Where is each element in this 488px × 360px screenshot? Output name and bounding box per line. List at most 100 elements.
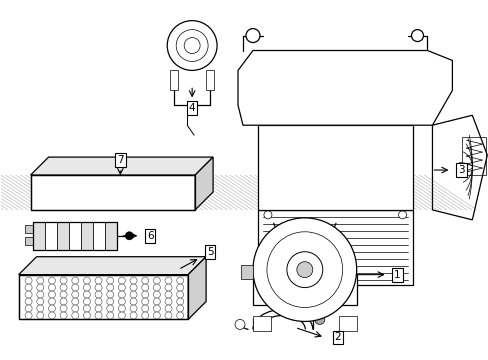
Circle shape	[153, 305, 160, 312]
Polygon shape	[19, 257, 205, 275]
Circle shape	[48, 291, 55, 298]
Circle shape	[48, 312, 55, 319]
Bar	[24, 225, 33, 233]
Circle shape	[118, 305, 125, 312]
Circle shape	[397, 66, 407, 75]
Circle shape	[25, 305, 32, 312]
Circle shape	[60, 291, 67, 298]
Circle shape	[83, 277, 90, 284]
Circle shape	[153, 312, 160, 319]
Circle shape	[95, 312, 102, 319]
Circle shape	[118, 284, 125, 291]
Circle shape	[130, 284, 137, 291]
Circle shape	[167, 21, 217, 71]
Circle shape	[72, 305, 79, 312]
Circle shape	[48, 277, 55, 284]
Circle shape	[176, 305, 183, 312]
Bar	[258, 210, 412, 285]
Bar	[19, 275, 188, 319]
Circle shape	[60, 298, 67, 305]
Circle shape	[142, 298, 148, 305]
Circle shape	[142, 312, 148, 319]
Circle shape	[60, 305, 67, 312]
Circle shape	[95, 291, 102, 298]
Bar	[462, 137, 486, 175]
Circle shape	[37, 312, 43, 319]
Circle shape	[37, 277, 43, 284]
Circle shape	[130, 312, 137, 319]
Circle shape	[106, 298, 114, 305]
Polygon shape	[431, 115, 487, 220]
Circle shape	[142, 277, 148, 284]
Bar	[105, 222, 117, 250]
Text: 4: 4	[188, 103, 195, 113]
Circle shape	[176, 291, 183, 298]
Circle shape	[130, 305, 137, 312]
Text: 7: 7	[117, 155, 123, 165]
Circle shape	[72, 284, 79, 291]
Bar	[19, 275, 188, 319]
Circle shape	[83, 305, 90, 312]
Circle shape	[95, 277, 102, 284]
Circle shape	[72, 277, 79, 284]
Circle shape	[118, 298, 125, 305]
Circle shape	[83, 312, 90, 319]
Text: 2: 2	[334, 332, 340, 342]
Circle shape	[25, 298, 32, 305]
Circle shape	[83, 298, 90, 305]
Circle shape	[37, 291, 43, 298]
Circle shape	[25, 291, 32, 298]
Circle shape	[176, 298, 183, 305]
Text: 1: 1	[393, 270, 400, 280]
Bar	[31, 175, 195, 210]
Circle shape	[118, 312, 125, 319]
Circle shape	[164, 298, 172, 305]
Bar	[31, 175, 195, 210]
Circle shape	[153, 298, 160, 305]
Text: 5: 5	[206, 247, 213, 257]
Circle shape	[286, 252, 322, 288]
Bar	[205, 71, 214, 90]
Circle shape	[164, 291, 172, 298]
Bar	[44, 222, 57, 250]
Circle shape	[72, 312, 79, 319]
Bar	[57, 222, 69, 250]
Circle shape	[252, 218, 356, 321]
Circle shape	[184, 37, 200, 54]
Bar	[81, 222, 93, 250]
Circle shape	[48, 284, 55, 291]
Circle shape	[245, 28, 260, 42]
Circle shape	[72, 291, 79, 298]
Circle shape	[25, 284, 32, 291]
Bar	[33, 222, 44, 250]
Circle shape	[264, 211, 271, 219]
Bar	[252, 275, 356, 305]
Circle shape	[130, 298, 137, 305]
Circle shape	[25, 277, 32, 284]
Polygon shape	[195, 157, 213, 210]
Circle shape	[106, 305, 114, 312]
Circle shape	[153, 277, 160, 284]
Bar	[241, 265, 252, 279]
Circle shape	[106, 284, 114, 291]
Circle shape	[48, 305, 55, 312]
Polygon shape	[31, 157, 213, 175]
Circle shape	[235, 319, 244, 329]
Circle shape	[83, 284, 90, 291]
Circle shape	[153, 291, 160, 298]
Circle shape	[118, 291, 125, 298]
Circle shape	[118, 277, 125, 284]
Circle shape	[125, 232, 133, 240]
Circle shape	[95, 305, 102, 312]
Circle shape	[130, 291, 137, 298]
Circle shape	[142, 305, 148, 312]
Polygon shape	[238, 50, 451, 125]
Circle shape	[95, 298, 102, 305]
Circle shape	[60, 312, 67, 319]
Circle shape	[37, 305, 43, 312]
Circle shape	[176, 30, 208, 62]
Circle shape	[272, 66, 283, 75]
Circle shape	[142, 284, 148, 291]
Circle shape	[60, 277, 67, 284]
Circle shape	[60, 284, 67, 291]
